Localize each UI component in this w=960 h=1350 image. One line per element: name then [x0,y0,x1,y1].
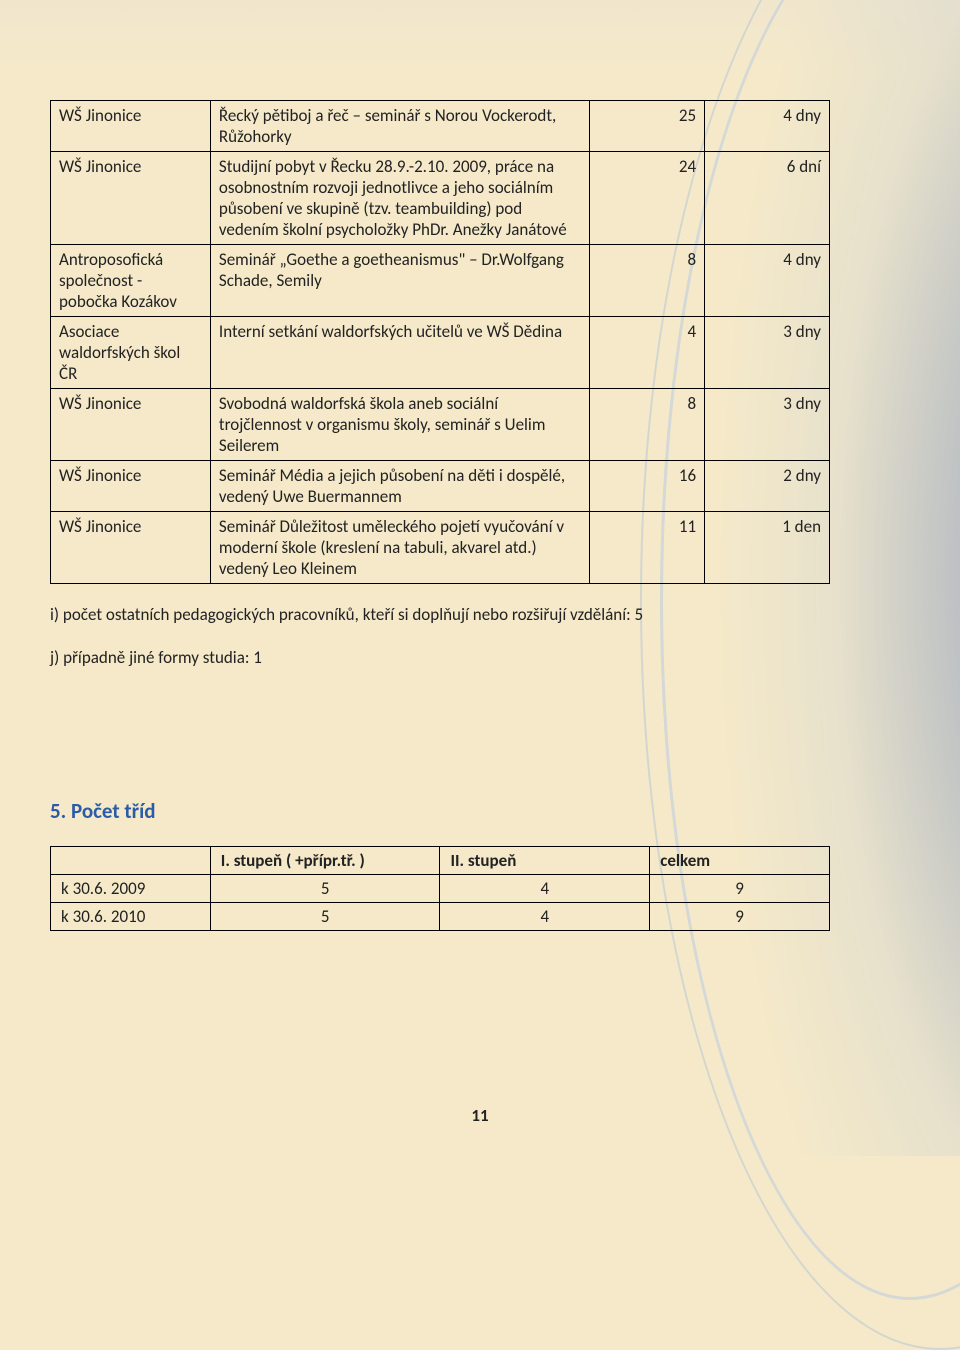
cell-desc: Studijní pobyt v Řecku 28.9.-2.10. 2009,… [210,152,589,245]
page-content: WŠ Jinonice Řecký pětiboj a řeč – seminá… [0,0,960,931]
cell-dur: 4 dny [705,101,830,152]
section-5: 5. Počet tříd I. stupeň ( +přípr.tř. ) I… [50,798,910,931]
training-table: WŠ Jinonice Řecký pětiboj a řeč – seminá… [50,100,830,584]
cell-org: WŠ Jinonice [51,101,211,152]
cell-org: WŠ Jinonice [51,512,211,584]
table-row: WŠ Jinonice Seminář Důležitost uměleckéh… [51,512,830,584]
table-row: Asociace waldorfských škol ČR Interní se… [51,317,830,389]
cell-c1: 5 [210,875,440,903]
cell-c3: 9 [650,875,830,903]
note-j: j) případně jiné formy studia: 1 [50,647,910,668]
cell-desc: Interní setkání waldorfských učitelů ve … [210,317,589,389]
table-row: WŠ Jinonice Svobodná waldorfská škola an… [51,389,830,461]
table-header-row: I. stupeň ( +přípr.tř. ) II. stupeň celk… [51,847,830,875]
table-row: k 30.6. 2010 5 4 9 [51,903,830,931]
table-row: Antroposofická společnost - pobočka Kozá… [51,245,830,317]
cell-desc: Řecký pětiboj a řeč – seminář s Norou Vo… [210,101,589,152]
cell-c1: 5 [210,903,440,931]
cell-org: WŠ Jinonice [51,152,211,245]
header-empty [51,847,211,875]
table-row: WŠ Jinonice Studijní pobyt v Řecku 28.9.… [51,152,830,245]
cell-c2: 4 [440,903,650,931]
cell-dur: 3 dny [705,389,830,461]
page-number: 11 [0,1105,960,1126]
cell-dur: 3 dny [705,317,830,389]
cell-dur: 4 dny [705,245,830,317]
cell-dur: 2 dny [705,461,830,512]
cell-c3: 9 [650,903,830,931]
header-celkem: celkem [650,847,830,875]
table-row: k 30.6. 2009 5 4 9 [51,875,830,903]
section-5-title: 5. Počet tříd [50,798,910,824]
cell-org: Antroposofická společnost - pobočka Kozá… [51,245,211,317]
cell-desc: Svobodná waldorfská škola aneb sociální … [210,389,589,461]
table-row: WŠ Jinonice Seminář Média a jejich působ… [51,461,830,512]
cell-count: 4 [590,317,705,389]
cell-c2: 4 [440,875,650,903]
header-stupen2: II. stupeň [440,847,650,875]
cell-org: Asociace waldorfských škol ČR [51,317,211,389]
grade-table: I. stupeň ( +přípr.tř. ) II. stupeň celk… [50,846,830,931]
cell-label: k 30.6. 2010 [51,903,211,931]
table-row: WŠ Jinonice Řecký pětiboj a řeč – seminá… [51,101,830,152]
cell-desc: Seminář „Goethe a goetheanismus" – Dr.Wo… [210,245,589,317]
cell-count: 11 [590,512,705,584]
cell-count: 24 [590,152,705,245]
cell-count: 16 [590,461,705,512]
cell-label: k 30.6. 2009 [51,875,211,903]
header-stupen1: I. stupeň ( +přípr.tř. ) [210,847,440,875]
cell-desc: Seminář Důležitost uměleckého pojetí vyu… [210,512,589,584]
cell-count: 8 [590,389,705,461]
cell-dur: 1 den [705,512,830,584]
cell-desc: Seminář Média a jejich působení na děti … [210,461,589,512]
cell-org: WŠ Jinonice [51,461,211,512]
cell-count: 8 [590,245,705,317]
note-i: i) počet ostatních pedagogických pracovn… [50,604,910,625]
cell-count: 25 [590,101,705,152]
cell-dur: 6 dní [705,152,830,245]
cell-org: WŠ Jinonice [51,389,211,461]
